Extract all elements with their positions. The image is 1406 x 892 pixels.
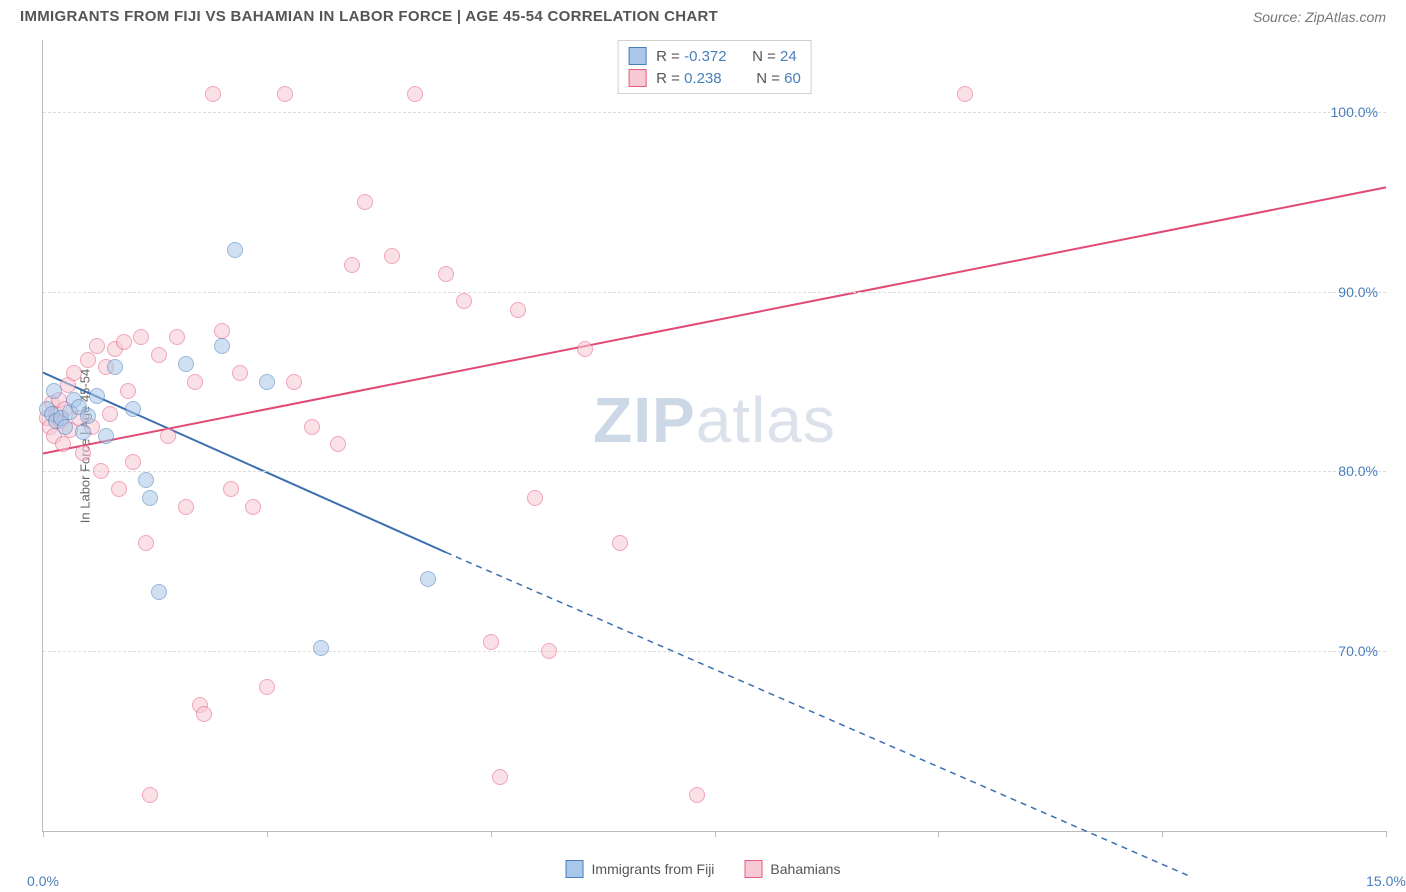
data-point (120, 383, 136, 399)
x-tick (938, 831, 939, 837)
x-tick (1386, 831, 1387, 837)
data-point (196, 706, 212, 722)
data-point (277, 86, 293, 102)
data-point (75, 445, 91, 461)
x-tick (491, 831, 492, 837)
data-point (286, 374, 302, 390)
data-point (107, 359, 123, 375)
data-point (357, 194, 373, 210)
y-tick-label: 80.0% (1338, 463, 1378, 479)
data-point (689, 787, 705, 803)
data-point (133, 329, 149, 345)
data-point (456, 293, 472, 309)
data-point (57, 419, 73, 435)
data-point (66, 365, 82, 381)
data-point (93, 463, 109, 479)
data-point (151, 347, 167, 363)
data-point (116, 334, 132, 350)
data-point (214, 338, 230, 354)
y-tick-label: 100.0% (1331, 104, 1378, 120)
data-point (178, 499, 194, 515)
data-point (80, 408, 96, 424)
chart-title: IMMIGRANTS FROM FIJI VS BAHAMIAN IN LABO… (20, 8, 718, 25)
data-point (313, 640, 329, 656)
legend-item-bahamian: Bahamians (744, 860, 840, 878)
x-tick-label: 15.0% (1366, 873, 1406, 889)
gridline (43, 292, 1386, 293)
data-point (483, 634, 499, 650)
data-point (510, 302, 526, 318)
legend-item-fiji: Immigrants from Fiji (566, 860, 715, 878)
data-point (438, 266, 454, 282)
data-point (160, 428, 176, 444)
data-point (223, 481, 239, 497)
data-point (111, 481, 127, 497)
x-tick-label: 0.0% (27, 873, 59, 889)
data-point (330, 436, 346, 452)
data-point (232, 365, 248, 381)
data-point (55, 436, 71, 452)
data-point (612, 535, 628, 551)
data-point (75, 424, 91, 440)
data-point (492, 769, 508, 785)
data-point (89, 338, 105, 354)
gridline (43, 651, 1386, 652)
data-point (420, 571, 436, 587)
data-point (384, 248, 400, 264)
x-tick (43, 831, 44, 837)
x-tick (1162, 831, 1163, 837)
y-tick-label: 70.0% (1338, 643, 1378, 659)
data-point (187, 374, 203, 390)
y-tick-label: 90.0% (1338, 284, 1378, 300)
data-point (205, 86, 221, 102)
trend-lines-svg (43, 40, 1386, 831)
data-point (142, 490, 158, 506)
chart-source: Source: ZipAtlas.com (1253, 9, 1386, 25)
gridline (43, 471, 1386, 472)
data-point (527, 490, 543, 506)
data-point (89, 388, 105, 404)
fiji-legend-swatch-icon (566, 860, 584, 878)
data-point (169, 329, 185, 345)
data-point (46, 383, 62, 399)
bahamian-swatch-icon (628, 69, 646, 87)
data-point (98, 428, 114, 444)
data-point (125, 401, 141, 417)
data-point (138, 535, 154, 551)
data-point (227, 242, 243, 258)
data-point (304, 419, 320, 435)
stats-row-bahamian: R = 0.238 N = 60 (628, 67, 801, 89)
data-point (259, 679, 275, 695)
gridline (43, 112, 1386, 113)
data-point (344, 257, 360, 273)
data-point (245, 499, 261, 515)
data-point (80, 352, 96, 368)
data-point (102, 406, 118, 422)
stats-row-fiji: R = -0.372 N = 24 (628, 45, 801, 67)
data-point (125, 454, 141, 470)
chart-plot-area: ZIPatlas R = -0.372 N = 24 R = 0.238 N =… (42, 40, 1386, 832)
chart-header: IMMIGRANTS FROM FIJI VS BAHAMIAN IN LABO… (0, 0, 1406, 29)
bahamian-legend-swatch-icon (744, 860, 762, 878)
watermark: ZIPatlas (593, 383, 836, 457)
x-tick (267, 831, 268, 837)
data-point (142, 787, 158, 803)
data-point (259, 374, 275, 390)
data-point (577, 341, 593, 357)
data-point (151, 584, 167, 600)
data-point (957, 86, 973, 102)
legend: Immigrants from Fiji Bahamians (566, 860, 841, 878)
x-tick (715, 831, 716, 837)
data-point (407, 86, 423, 102)
fiji-swatch-icon (628, 47, 646, 65)
data-point (541, 643, 557, 659)
correlation-stats-box: R = -0.372 N = 24 R = 0.238 N = 60 (617, 40, 812, 94)
data-point (138, 472, 154, 488)
data-point (178, 356, 194, 372)
